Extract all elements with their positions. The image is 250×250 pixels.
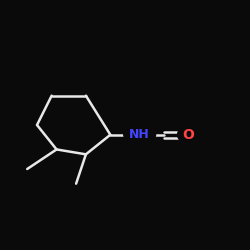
Text: O: O (182, 128, 194, 142)
Ellipse shape (124, 126, 156, 143)
Text: NH: NH (129, 128, 150, 141)
Ellipse shape (178, 126, 200, 143)
